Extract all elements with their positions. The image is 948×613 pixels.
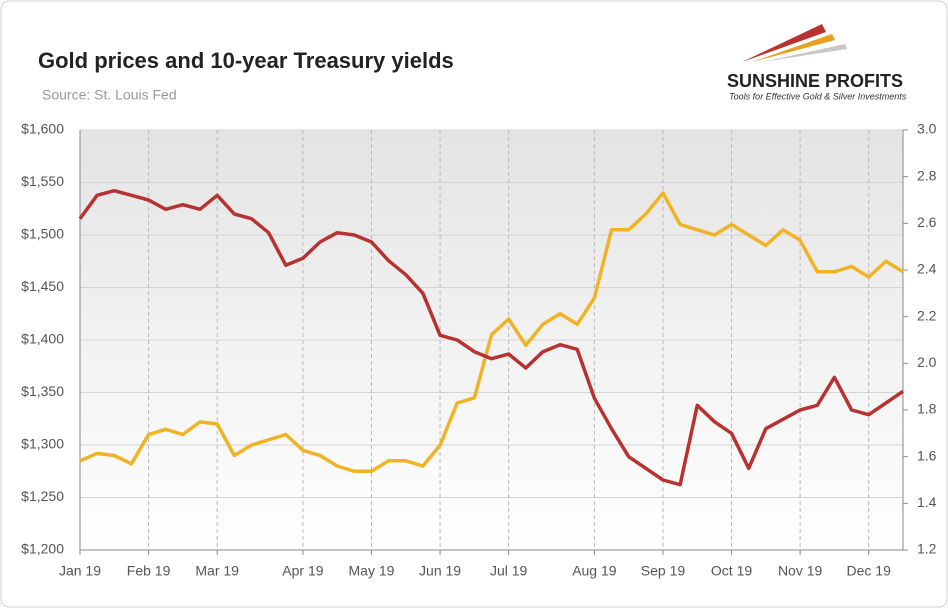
y2-tick-label: 2.0 (917, 354, 937, 370)
logo: SUNSHINE PROFITS Tools for Effective Gol… (727, 24, 907, 101)
y-tick-label: $1,200 (21, 541, 64, 557)
y2-tick-label: 2.6 (917, 214, 937, 230)
y2-tick-label: 1.6 (917, 447, 937, 463)
x-tick-label: Oct 19 (711, 563, 752, 579)
y-tick-label: $1,550 (21, 173, 64, 189)
chart-subtitle: Source: St. Louis Fed (42, 87, 177, 103)
x-tick-label: Aug 19 (572, 563, 617, 579)
x-tick-label: Sep 19 (641, 563, 686, 579)
y2-tick-label: 1.8 (917, 401, 937, 417)
x-tick-label: Jun 19 (419, 563, 461, 579)
x-tick-label: May 19 (349, 563, 395, 579)
y-tick-label: $1,450 (21, 278, 64, 294)
series-line (79, 191, 904, 474)
x-tick-label: Apr 19 (282, 563, 323, 579)
y-tick-label: $1,300 (21, 436, 64, 452)
x-tick-label: Jul 19 (490, 563, 528, 579)
x-tick-label: Mar 19 (195, 563, 239, 579)
logo-swoosh (752, 34, 835, 62)
logo-swoosh (762, 44, 847, 62)
y2-tick-label: 1.2 (917, 541, 937, 557)
x-tick-label: Feb 19 (127, 563, 171, 579)
y-tick-label: $1,250 (21, 488, 64, 504)
x-tick-label: Dec 19 (847, 563, 892, 579)
chart-title: Gold prices and 10-year Treasury yields (38, 48, 454, 73)
x-tick-label: Jan 19 (59, 563, 101, 579)
y-tick-label: $1,400 (21, 331, 64, 347)
y-tick-label: $1,350 (21, 383, 64, 399)
series-line (78, 188, 904, 487)
y2-tick-label: 2.8 (917, 167, 937, 183)
y2-tick-label: 2.2 (917, 307, 937, 323)
logo-name: SUNSHINE PROFITS (727, 71, 903, 91)
y2-tick-label: 2.4 (917, 261, 937, 277)
y-tick-label: $1,600 (21, 121, 64, 137)
y2-tick-label: 1.4 (917, 494, 937, 510)
logo-tagline: Tools for Effective Gold & Silver Invest… (729, 91, 907, 101)
y-tick-label: $1,500 (21, 226, 64, 242)
x-tick-label: Nov 19 (778, 563, 823, 579)
logo-swoosh (742, 24, 826, 62)
y2-tick-label: 3.0 (917, 121, 937, 137)
